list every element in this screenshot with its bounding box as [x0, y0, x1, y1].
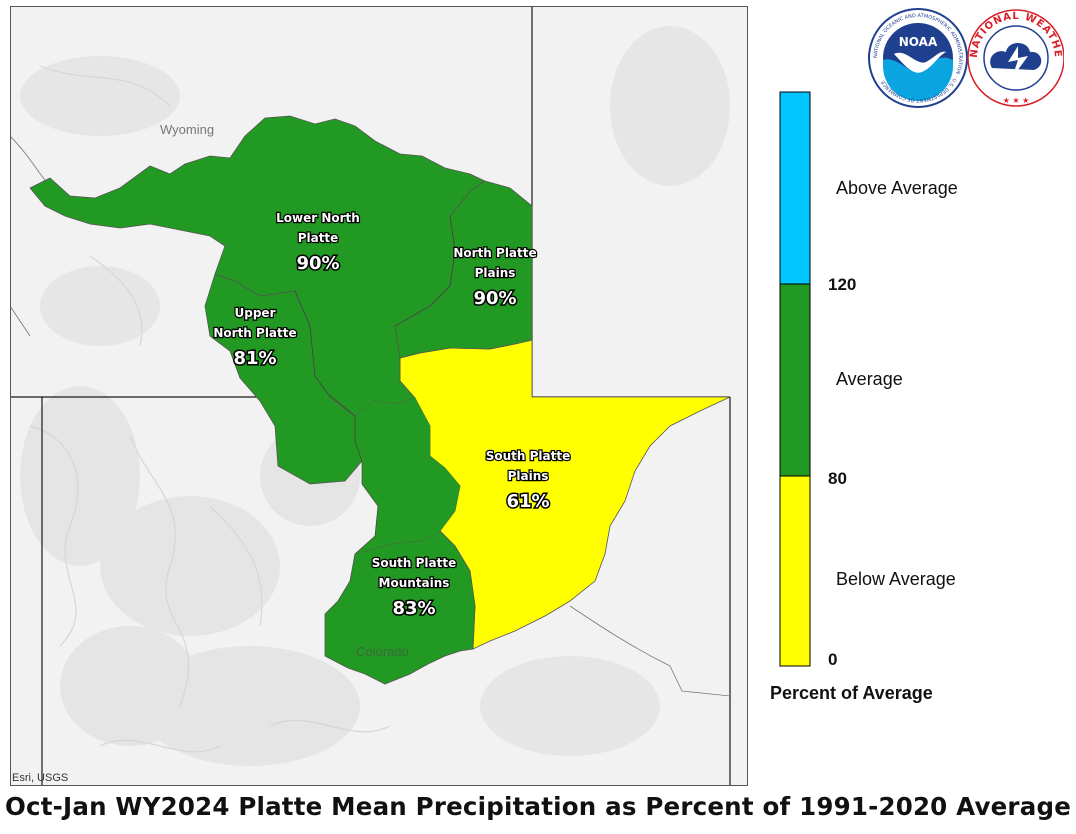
legend-title: Percent of Average [770, 683, 933, 703]
basin-name-line: Platte [298, 231, 339, 245]
map-svg: Lower North Platte 90% North Platte Plai… [10, 6, 748, 786]
basin-south-platte-mountains-upper-shape[interactable] [355, 398, 460, 554]
legend-tick-120: 120 [828, 275, 857, 294]
basin-percent: 83% [392, 598, 435, 619]
legend-tick-80: 80 [828, 469, 847, 488]
basin-name-line: Plains [508, 469, 549, 483]
legend-swatch-below-average [779, 475, 811, 667]
legend-swatch-average [779, 283, 811, 477]
svg-text:★ ★ ★: ★ ★ ★ [1003, 96, 1030, 105]
basin-label-lower-north-platte: Lower North Platte 90% [275, 210, 361, 276]
map-credit: Esri, USGS [12, 772, 69, 784]
basin-label-north-platte-plains: North Platte Plains 90% [452, 245, 538, 311]
legend-colorbar [779, 91, 811, 667]
noaa-logo: NOAA NATIONAL OCEANIC AND ATMOSPHERIC AD… [868, 8, 968, 108]
terrain-shading [20, 26, 730, 766]
map-panel: Lower North Platte 90% North Platte Plai… [10, 6, 748, 786]
legend-tick-0: 0 [828, 650, 838, 669]
basin-label-south-platte-plains: South Platte Plains 61% [485, 448, 572, 514]
basin-name-line: North Platte [213, 326, 296, 340]
basin-divides [294, 215, 456, 555]
basin-label-upper-north-platte: Upper North Platte 81% [212, 305, 298, 371]
basin-label-south-platte-mountains: South Platte Mountains 83% [371, 555, 458, 621]
basin-name-line: Upper [235, 306, 276, 320]
basin-name-line: South Platte [372, 556, 457, 570]
legend-swatch-above-average [779, 91, 811, 285]
basin-name-line: Lower North [276, 211, 360, 225]
map-border [10, 6, 748, 786]
state-label-colorado: Colorado [356, 644, 409, 659]
basin-percent: 81% [233, 348, 276, 369]
basin-name-line: North Platte [453, 246, 536, 260]
basin-south-platte-mountains-shape[interactable] [324, 530, 476, 685]
legend-label-below-average: Below Average [836, 569, 956, 589]
logos-svg: NOAA NATIONAL OCEANIC AND ATMOSPHERIC AD… [864, 0, 1065, 108]
agency-logos: NOAA NATIONAL OCEANIC AND ATMOSPHERIC AD… [864, 0, 1065, 108]
terrain-ridges [29, 65, 391, 753]
basin-name-line: Mountains [379, 576, 450, 590]
basin-percent: 90% [473, 288, 516, 309]
basin-name-line: Plains [475, 266, 516, 280]
basin-percent: 61% [506, 491, 549, 512]
map-title: Oct-Jan WY2024 Platte Mean Precipitation… [4, 792, 1072, 821]
legend: Above Average 120 Average 80 Below Avera… [760, 80, 980, 720]
basin-name-line: South Platte [486, 449, 571, 463]
legend-label-average: Average [836, 369, 903, 389]
state-label-wyoming: Wyoming [160, 122, 215, 137]
basin-percent: 90% [296, 253, 339, 274]
noaa-logo-text: NOAA [899, 35, 938, 49]
legend-label-above-average: Above Average [836, 178, 958, 198]
